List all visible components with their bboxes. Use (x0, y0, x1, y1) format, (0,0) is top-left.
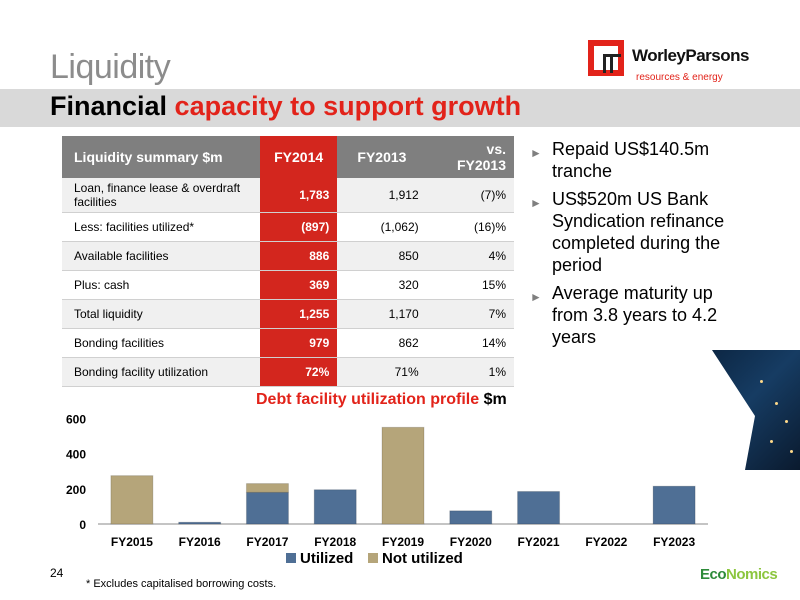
row-fy2013: 320 (337, 270, 427, 300)
row-fy2013: 850 (337, 241, 427, 271)
page-number: 24 (50, 566, 64, 580)
logo-mark-icon (588, 40, 624, 76)
logo-name: WorleyParsons (632, 46, 749, 65)
subtitle-black: Financial (50, 91, 168, 121)
table-row: Bonding facility utilization 72% 71% 1% (62, 357, 514, 387)
triangle-right-icon: ► (530, 146, 542, 160)
subtitle-band (0, 89, 800, 127)
economics-logo: EcoNomics (700, 566, 778, 583)
table-header-fy2013: FY2013 (337, 136, 427, 178)
row-fy2013: (1,062) (337, 212, 427, 242)
bar-not-utilized (245, 483, 289, 493)
bar-utilized (652, 485, 696, 525)
row-label: Less: facilities utilized* (62, 212, 261, 242)
x-tick-label: FY2015 (111, 535, 153, 549)
bullet-item: ► Average maturity up from 3.8 years to 4… (530, 282, 745, 348)
x-tick-label: FY2020 (450, 535, 492, 549)
row-fy2014: 1,255 (260, 299, 338, 329)
row-label: Bonding facility utilization (62, 357, 261, 387)
bullet-text: US$520m US Bank Syndication refinance co… (552, 189, 725, 275)
row-label: Bonding facilities (62, 328, 261, 358)
row-fy2014: 979 (260, 328, 338, 358)
company-logo: WorleyParsons resources & energy (588, 40, 788, 90)
brand-part1: Eco (700, 566, 727, 583)
chart-title-text: Debt facility utilization profile (256, 391, 480, 408)
row-fy2013: 862 (337, 328, 427, 358)
row-fy2014: 886 (260, 241, 338, 271)
x-tick-label: FY2019 (382, 535, 424, 549)
bar-utilized (517, 490, 561, 525)
legend-swatch (286, 553, 296, 563)
row-vs: 1% (426, 357, 514, 387)
liquidity-summary-table: Liquidity summary $m FY2014 FY2013 vs. F… (62, 136, 514, 387)
key-points-list: ► Repaid US$140.5m tranche ► US$520m US Ba… (530, 138, 745, 354)
bar-utilized (245, 491, 289, 525)
row-vs: (16)% (426, 212, 514, 242)
table-header-row: Liquidity summary $m FY2014 FY2013 vs. F… (62, 136, 514, 178)
row-fy2013: 1,170 (337, 299, 427, 329)
logo-tagline: resources & energy (636, 72, 723, 83)
bullet-text: Repaid US$140.5m tranche (552, 139, 710, 181)
table-row: Loan, finance lease & overdraft faciliti… (62, 178, 514, 213)
x-tick-label: FY2017 (246, 535, 288, 549)
row-vs: 4% (426, 241, 514, 271)
legend-label: Not utilized (382, 550, 463, 567)
y-tick-label: 600 (66, 413, 86, 427)
bullet-item: ► Repaid US$140.5m tranche (530, 138, 745, 182)
row-vs: (7)% (426, 178, 514, 213)
page-title: Liquidity (50, 48, 171, 86)
legend-swatch (368, 553, 378, 563)
brand-part2: Nomics (726, 566, 778, 583)
table-header-vs: vs. FY2013 (426, 136, 514, 178)
row-label: Loan, finance lease & overdraft faciliti… (62, 178, 261, 213)
x-tick-label: FY2018 (314, 535, 356, 549)
y-tick-label: 400 (66, 448, 86, 462)
row-vs: 14% (426, 328, 514, 358)
row-fy2013: 71% (337, 357, 427, 387)
table-row: Plus: cash 369 320 15% (62, 270, 514, 300)
triangle-right-icon: ► (530, 290, 542, 304)
page-subtitle: Financial capacity to support growth (50, 91, 521, 122)
bar-not-utilized (381, 426, 425, 525)
row-fy2014: 369 (260, 270, 338, 300)
subtitle-red: capacity to support growth (174, 91, 522, 121)
bar-utilized (313, 489, 357, 525)
legend-label: Utilized (300, 550, 353, 567)
y-tick-label: 0 (79, 518, 86, 532)
bar-utilized (449, 510, 493, 525)
footnote: * Excludes capitalised borrowing costs. (86, 578, 277, 590)
table-row: Bonding facilities 979 862 14% (62, 328, 514, 358)
bar-not-utilized (110, 475, 154, 525)
bar-utilized (178, 521, 222, 525)
row-fy2014: (897) (260, 212, 338, 242)
debt-facility-chart: 0 200 400 600 FY2015 FY2016 FY2017 FY2018 FY2019… (66, 413, 708, 567)
chart-title: Debt facility utilization profile $m (256, 391, 507, 409)
row-fy2013: 1,912 (337, 178, 427, 213)
y-tick-label: 200 (66, 483, 86, 497)
x-tick-label: FY2022 (585, 535, 627, 549)
row-vs: 15% (426, 270, 514, 300)
chart-title-unit: $m (483, 391, 507, 408)
x-tick-label: FY2016 (179, 535, 221, 549)
table-row: Available facilities 886 850 4% (62, 241, 514, 271)
row-vs: 7% (426, 299, 514, 329)
bullet-text: Average maturity up from 3.8 years to 4.… (552, 283, 718, 347)
table-header-label: Liquidity summary $m (62, 136, 261, 178)
table-row: Total liquidity 1,255 1,170 7% (62, 299, 514, 329)
table-row: Less: facilities utilized* (897) (1,062)… (62, 212, 514, 242)
triangle-right-icon: ► (530, 196, 542, 210)
bullet-item: ► US$520m US Bank Syndication refinance c… (530, 188, 745, 276)
row-label: Available facilities (62, 241, 261, 271)
table-header-fy2014: FY2014 (260, 136, 338, 178)
row-fy2014: 1,783 (260, 178, 338, 213)
x-tick-label: FY2021 (518, 535, 560, 549)
row-fy2014: 72% (260, 357, 338, 387)
row-label: Total liquidity (62, 299, 261, 329)
x-tick-label: FY2023 (653, 535, 695, 549)
row-label: Plus: cash (62, 270, 261, 300)
